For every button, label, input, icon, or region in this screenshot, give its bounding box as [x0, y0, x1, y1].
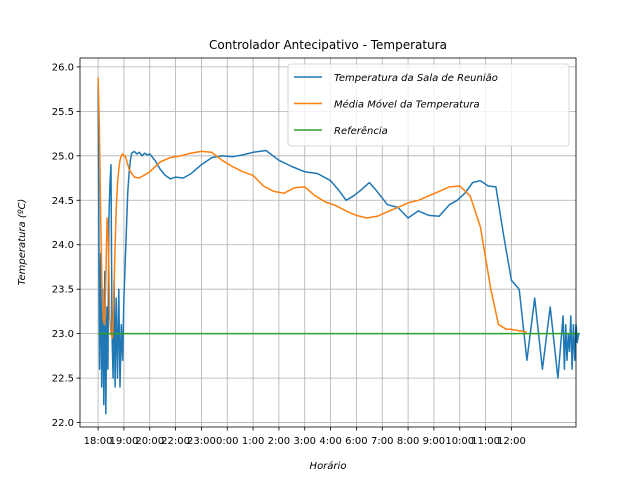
- x-tick-label: 4:00: [319, 436, 341, 447]
- legend-entry: Temperatura da Sala de Reunião: [334, 73, 498, 84]
- x-axis-label: Horário: [310, 460, 347, 472]
- x-tick-label: 22:00: [161, 436, 190, 447]
- y-axis-label: Temperatura (ºC): [17, 199, 28, 286]
- axes-frame: [79, 57, 577, 428]
- x-tick-label: 11:00: [471, 436, 500, 447]
- x-tick-label: 19:00: [110, 436, 139, 447]
- y-tick-label: 24.0: [52, 240, 74, 251]
- y-tick-label: 24.5: [52, 196, 74, 207]
- x-tick-label: 8:00: [397, 436, 419, 447]
- y-tick-label: 25.5: [52, 107, 74, 118]
- y-tick-label: 22.0: [52, 418, 74, 429]
- x-tick-label: 0:00: [216, 436, 238, 447]
- legend-entry: Referência: [334, 125, 388, 137]
- x-tick-label: 9:00: [423, 436, 445, 447]
- series-lines: [97, 77, 580, 415]
- y-tick-label: 23.5: [52, 285, 74, 296]
- y-tick-label: 22.5: [52, 374, 74, 385]
- legend-entry: Média Móvel da Temperatura: [334, 99, 480, 111]
- y-axis-ticks: 22.0 22.5 23.0 23.5 24.0 24.5 25.0 25.5 26.0: [52, 62, 80, 429]
- y-tick-label: 23.0: [52, 329, 74, 340]
- legend-box: [287, 63, 570, 147]
- x-tick-label: 2:00: [268, 436, 290, 447]
- x-tick-label: 12:00: [497, 436, 526, 447]
- x-tick-label: 23:00: [187, 436, 216, 447]
- x-tick-label: 3:00: [294, 436, 316, 447]
- x-tick-label: 6:00: [345, 436, 367, 447]
- x-tick-label: 20:00: [135, 436, 164, 447]
- x-tick-label: 1:00: [242, 436, 264, 447]
- x-tick-label: 7:00: [371, 436, 393, 447]
- x-tick-label: 10:00: [445, 436, 474, 447]
- series-line-media-movel: [97, 77, 527, 339]
- legend: Temperatura da Sala de Reunião Média Móve…: [287, 63, 570, 147]
- y-tick-label: 26.0: [52, 62, 74, 73]
- y-tick-label: 25.0: [52, 151, 74, 162]
- chart-title: Controlador Antecipativo - Temperatura: [209, 38, 447, 52]
- x-tick-label: 18:00: [84, 436, 113, 447]
